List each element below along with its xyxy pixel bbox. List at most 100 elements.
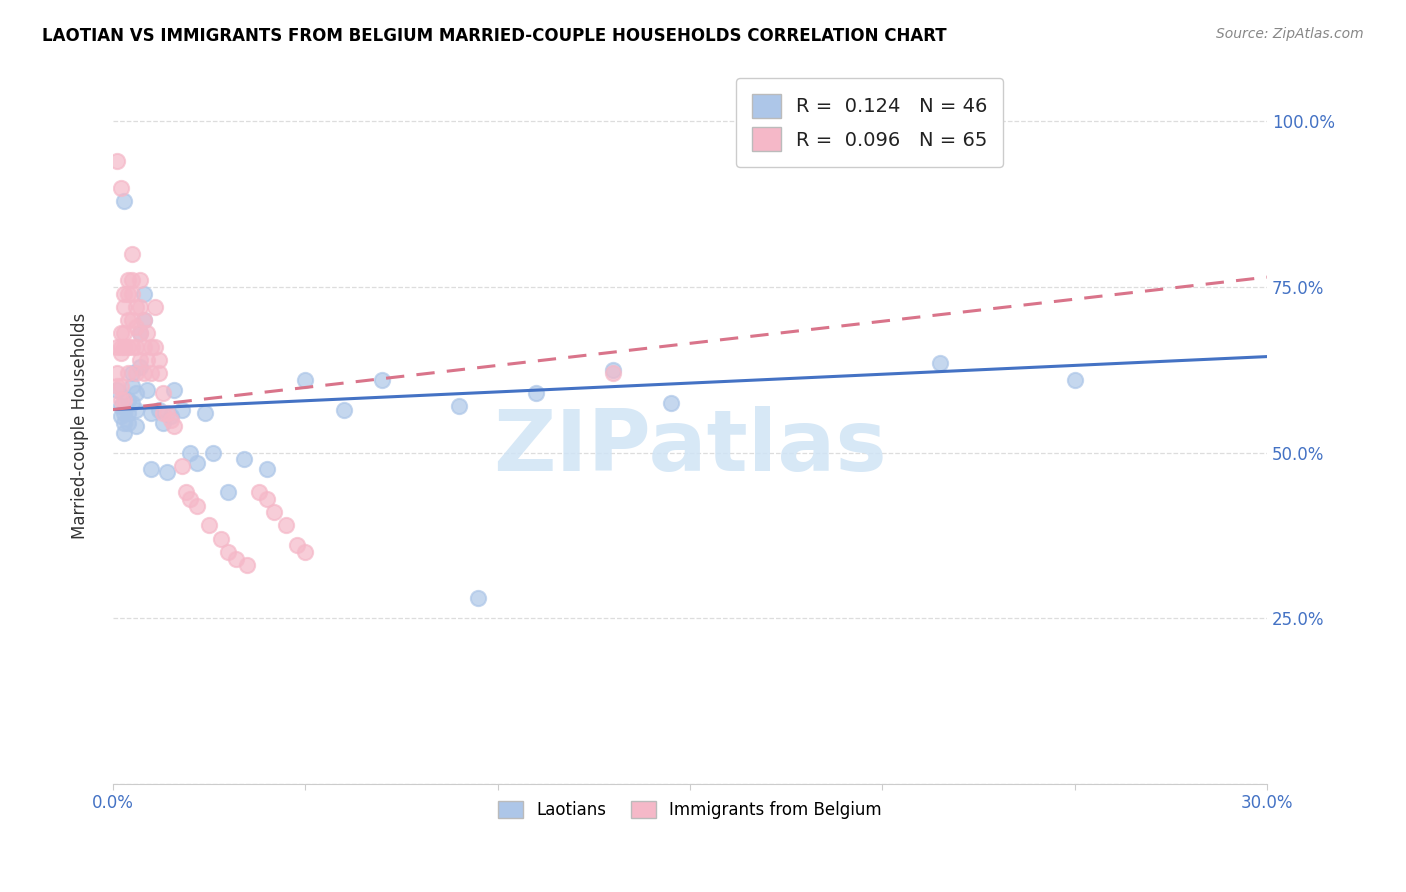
- Point: [152, 406, 174, 420]
- Point: [467, 591, 489, 606]
- Point: [121, 366, 143, 380]
- Point: [128, 359, 150, 374]
- Text: Source: ZipAtlas.com: Source: ZipAtlas.com: [1216, 27, 1364, 41]
- Point: [112, 194, 135, 208]
- Point: [148, 402, 170, 417]
- Point: [449, 399, 471, 413]
- Point: [225, 551, 247, 566]
- Point: [274, 518, 297, 533]
- Point: [152, 416, 174, 430]
- Point: [112, 340, 135, 354]
- Point: [132, 313, 155, 327]
- Point: [156, 466, 179, 480]
- Point: [179, 445, 201, 459]
- Point: [186, 499, 208, 513]
- Point: [105, 366, 128, 380]
- Point: [1063, 373, 1085, 387]
- Point: [121, 273, 143, 287]
- Point: [112, 326, 135, 341]
- Point: [163, 383, 186, 397]
- Point: [110, 346, 132, 360]
- Point: [128, 273, 150, 287]
- Point: [110, 180, 132, 194]
- Point: [105, 154, 128, 169]
- Point: [148, 366, 170, 380]
- Point: [659, 396, 682, 410]
- Point: [156, 406, 179, 420]
- Point: [136, 352, 159, 367]
- Point: [294, 545, 316, 559]
- Point: [128, 326, 150, 341]
- Point: [121, 313, 143, 327]
- Point: [194, 406, 217, 420]
- Text: LAOTIAN VS IMMIGRANTS FROM BELGIUM MARRIED-COUPLE HOUSEHOLDS CORRELATION CHART: LAOTIAN VS IMMIGRANTS FROM BELGIUM MARRI…: [42, 27, 946, 45]
- Point: [217, 545, 239, 559]
- Point: [112, 286, 135, 301]
- Point: [125, 419, 148, 434]
- Point: [121, 286, 143, 301]
- Point: [125, 340, 148, 354]
- Point: [110, 392, 132, 407]
- Point: [128, 326, 150, 341]
- Point: [132, 286, 155, 301]
- Point: [121, 396, 143, 410]
- Point: [117, 286, 139, 301]
- Point: [105, 340, 128, 354]
- Point: [112, 425, 135, 440]
- Point: [174, 485, 197, 500]
- Point: [132, 366, 155, 380]
- Point: [125, 366, 148, 380]
- Point: [287, 538, 309, 552]
- Point: [217, 485, 239, 500]
- Point: [602, 363, 624, 377]
- Point: [110, 409, 132, 424]
- Point: [148, 352, 170, 367]
- Point: [105, 379, 128, 393]
- Point: [152, 386, 174, 401]
- Point: [121, 247, 143, 261]
- Point: [256, 491, 278, 506]
- Text: ZIPatlas: ZIPatlas: [494, 406, 887, 489]
- Point: [112, 406, 135, 420]
- Point: [132, 313, 155, 327]
- Point: [143, 340, 166, 354]
- Point: [128, 352, 150, 367]
- Point: [179, 491, 201, 506]
- Point: [141, 462, 163, 476]
- Point: [247, 485, 270, 500]
- Point: [128, 300, 150, 314]
- Point: [236, 558, 259, 573]
- Point: [112, 416, 135, 430]
- Point: [198, 518, 221, 533]
- Point: [141, 366, 163, 380]
- Point: [209, 532, 232, 546]
- Point: [117, 392, 139, 407]
- Point: [371, 373, 394, 387]
- Point: [929, 356, 952, 370]
- Point: [136, 326, 159, 341]
- Point: [117, 273, 139, 287]
- Point: [263, 505, 285, 519]
- Point: [172, 402, 194, 417]
- Point: [136, 383, 159, 397]
- Point: [125, 319, 148, 334]
- Point: [125, 402, 148, 417]
- Y-axis label: Married-couple Households: Married-couple Households: [72, 313, 89, 540]
- Point: [201, 445, 224, 459]
- Point: [110, 340, 132, 354]
- Point: [125, 300, 148, 314]
- Point: [294, 373, 316, 387]
- Point: [524, 386, 547, 401]
- Point: [105, 383, 128, 397]
- Point: [125, 386, 148, 401]
- Point: [141, 406, 163, 420]
- Point: [117, 340, 139, 354]
- Point: [172, 458, 194, 473]
- Point: [117, 313, 139, 327]
- Point: [232, 452, 254, 467]
- Point: [159, 412, 181, 426]
- Point: [132, 340, 155, 354]
- Point: [186, 456, 208, 470]
- Point: [117, 416, 139, 430]
- Point: [110, 399, 132, 413]
